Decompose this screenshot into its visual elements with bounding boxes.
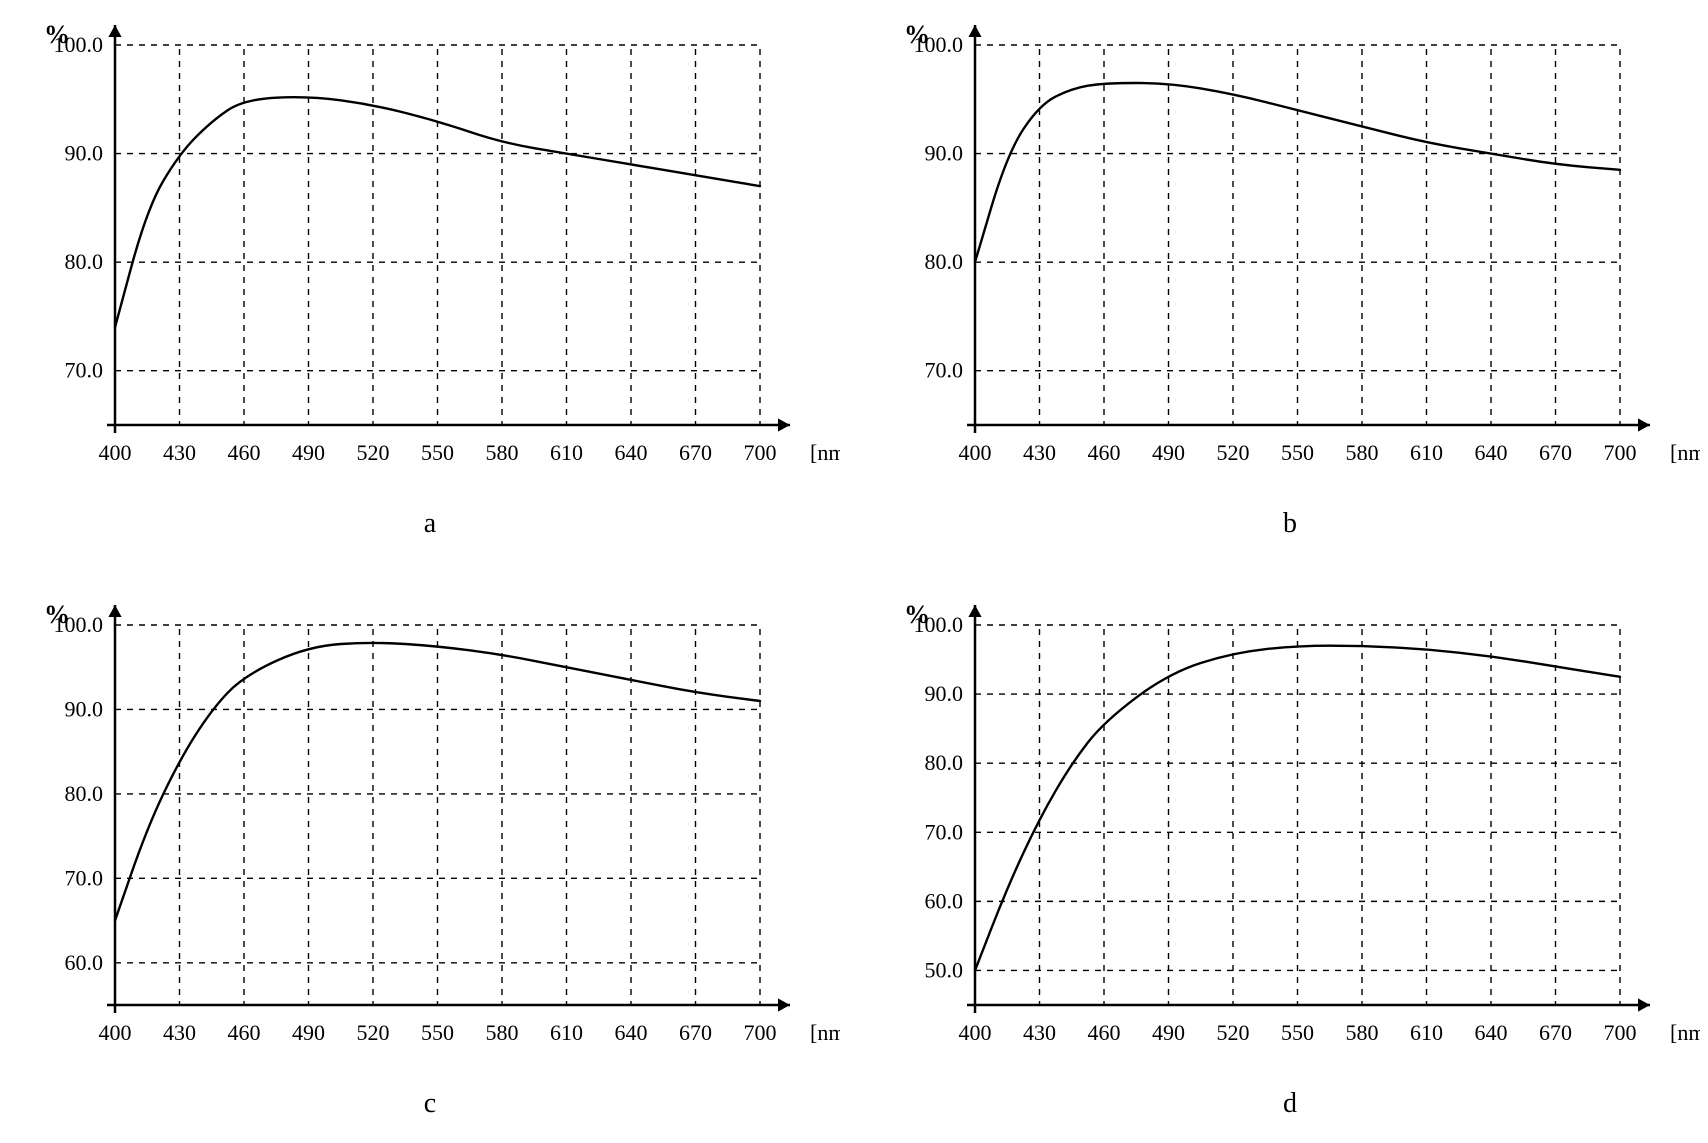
svg-text:400: 400 — [959, 1020, 992, 1045]
svg-text:50.0: 50.0 — [925, 957, 964, 982]
svg-text:[nm]: [nm] — [810, 1020, 840, 1045]
svg-text:640: 640 — [1475, 440, 1508, 465]
svg-text:550: 550 — [1281, 1020, 1314, 1045]
svg-text:580: 580 — [486, 440, 519, 465]
svg-text:[nm]: [nm] — [1670, 1020, 1700, 1045]
svg-text:670: 670 — [1539, 1020, 1572, 1045]
svg-text:700: 700 — [1604, 1020, 1637, 1045]
svg-text:400: 400 — [99, 1020, 132, 1045]
svg-text:460: 460 — [228, 1020, 261, 1045]
svg-text:610: 610 — [1410, 1020, 1443, 1045]
svg-text:670: 670 — [679, 440, 712, 465]
svg-text:550: 550 — [421, 1020, 454, 1045]
svg-text:430: 430 — [163, 1020, 196, 1045]
chart-grid: 70.080.090.0100.040043046049052055058061… — [20, 20, 1688, 1120]
svg-text:640: 640 — [1475, 1020, 1508, 1045]
svg-text:550: 550 — [1281, 440, 1314, 465]
svg-text:460: 460 — [228, 440, 261, 465]
svg-text:700: 700 — [744, 440, 777, 465]
svg-text:70.0: 70.0 — [925, 358, 964, 383]
svg-text:490: 490 — [292, 440, 325, 465]
svg-text:60.0: 60.0 — [925, 888, 964, 913]
panel-b: 70.080.090.0100.040043046049052055058061… — [880, 20, 1700, 540]
svg-text:700: 700 — [744, 1020, 777, 1045]
svg-text:670: 670 — [1539, 440, 1572, 465]
chart-svg-b: 70.080.090.0100.040043046049052055058061… — [880, 20, 1700, 500]
svg-text:%: % — [44, 600, 70, 629]
svg-text:610: 610 — [1410, 440, 1443, 465]
svg-text:520: 520 — [1217, 1020, 1250, 1045]
svg-text:460: 460 — [1088, 440, 1121, 465]
svg-text:610: 610 — [550, 1020, 583, 1045]
svg-text:580: 580 — [1346, 440, 1379, 465]
svg-text:90.0: 90.0 — [65, 696, 104, 721]
svg-text:640: 640 — [615, 1020, 648, 1045]
svg-text:[nm]: [nm] — [1670, 440, 1700, 465]
svg-text:%: % — [904, 20, 930, 49]
svg-text:%: % — [44, 20, 70, 49]
svg-text:670: 670 — [679, 1020, 712, 1045]
svg-text:70.0: 70.0 — [65, 358, 104, 383]
chart-svg-d: 50.060.070.080.090.0100.0400430460490520… — [880, 600, 1700, 1080]
svg-text:460: 460 — [1088, 1020, 1121, 1045]
svg-text:490: 490 — [292, 1020, 325, 1045]
svg-text:580: 580 — [1346, 1020, 1379, 1045]
svg-text:580: 580 — [486, 1020, 519, 1045]
svg-text:520: 520 — [1217, 440, 1250, 465]
svg-text:430: 430 — [1023, 1020, 1056, 1045]
svg-text:640: 640 — [615, 440, 648, 465]
svg-text:520: 520 — [357, 1020, 390, 1045]
svg-text:490: 490 — [1152, 1020, 1185, 1045]
svg-text:60.0: 60.0 — [65, 950, 104, 975]
svg-text:80.0: 80.0 — [925, 750, 964, 775]
sublabel-d: d — [880, 1088, 1700, 1120]
svg-text:90.0: 90.0 — [925, 141, 964, 166]
svg-text:430: 430 — [163, 440, 196, 465]
svg-text:610: 610 — [550, 440, 583, 465]
svg-text:430: 430 — [1023, 440, 1056, 465]
svg-text:%: % — [904, 600, 930, 629]
svg-text:70.0: 70.0 — [925, 819, 964, 844]
panel-d: 50.060.070.080.090.0100.0400430460490520… — [880, 600, 1700, 1120]
svg-text:400: 400 — [99, 440, 132, 465]
svg-text:80.0: 80.0 — [65, 781, 104, 806]
svg-text:550: 550 — [421, 440, 454, 465]
svg-text:70.0: 70.0 — [65, 865, 104, 890]
svg-text:400: 400 — [959, 440, 992, 465]
svg-text:90.0: 90.0 — [65, 141, 104, 166]
svg-text:80.0: 80.0 — [925, 249, 964, 274]
svg-text:90.0: 90.0 — [925, 681, 964, 706]
panel-c: 60.070.080.090.0100.04004304604905205505… — [20, 600, 840, 1120]
svg-text:80.0: 80.0 — [65, 249, 104, 274]
sublabel-a: a — [20, 508, 840, 540]
svg-text:490: 490 — [1152, 440, 1185, 465]
sublabel-b: b — [880, 508, 1700, 540]
chart-svg-a: 70.080.090.0100.040043046049052055058061… — [20, 20, 840, 500]
panel-a: 70.080.090.0100.040043046049052055058061… — [20, 20, 840, 540]
svg-text:[nm]: [nm] — [810, 440, 840, 465]
chart-svg-c: 60.070.080.090.0100.04004304604905205505… — [20, 600, 840, 1080]
svg-text:520: 520 — [357, 440, 390, 465]
svg-text:700: 700 — [1604, 440, 1637, 465]
sublabel-c: c — [20, 1088, 840, 1120]
